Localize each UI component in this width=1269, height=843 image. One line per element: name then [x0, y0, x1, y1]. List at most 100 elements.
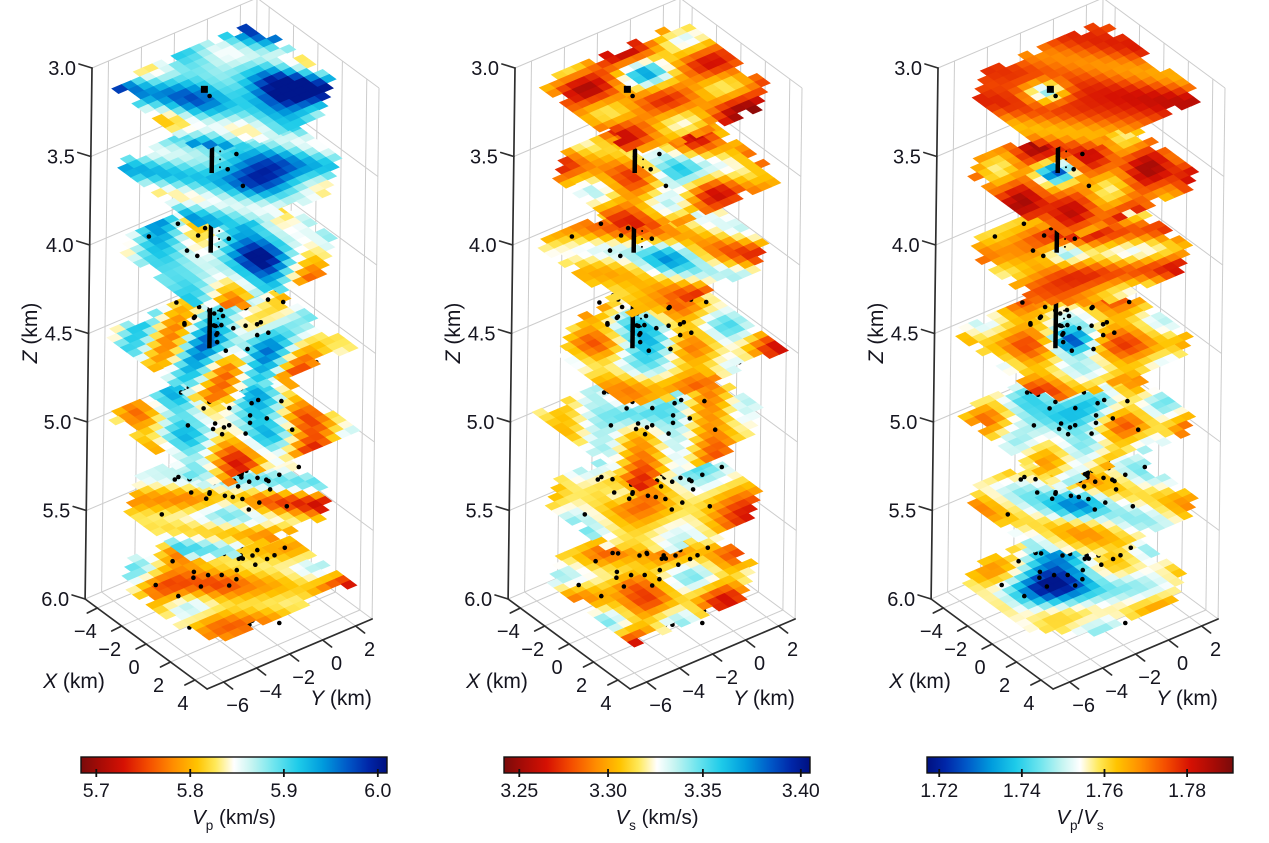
event-dot	[282, 545, 288, 551]
event-dot	[203, 496, 209, 502]
colorbar-tick-label: 3.35	[684, 780, 722, 802]
event-dot	[1057, 323, 1062, 328]
event-dot	[1053, 308, 1058, 313]
event-dot	[184, 248, 190, 253]
wellhead-marker	[623, 85, 631, 93]
z-tick-label: 3.0	[471, 58, 499, 80]
wellhead-marker	[200, 85, 208, 93]
event-dot	[264, 477, 269, 483]
depth-slice-4.5	[955, 275, 1195, 402]
event-dot	[227, 405, 232, 411]
event-dot	[605, 320, 610, 326]
borehole-dot	[1065, 150, 1068, 153]
event-dot	[677, 322, 683, 327]
z-tick-label: 3.5	[893, 147, 921, 169]
event-dot	[1068, 493, 1074, 499]
event-dot	[153, 582, 158, 588]
event-dot	[615, 314, 621, 320]
event-dot	[1081, 484, 1087, 489]
y-tick-label: −2	[715, 667, 738, 689]
event-dot	[231, 325, 236, 331]
borehole-dot	[217, 309, 220, 312]
svg-text:Z (km): Z (km)	[19, 303, 42, 365]
colorbar-tick-label: 3.25	[500, 780, 538, 802]
event-dot	[234, 576, 239, 582]
event-dot	[236, 556, 242, 562]
y-tick-label: 2	[787, 639, 798, 661]
y-tick-label: 0	[331, 653, 342, 675]
event-dot	[1033, 476, 1038, 482]
colorbar-tick-label: 1.76	[1086, 780, 1124, 802]
event-dot	[1065, 572, 1070, 578]
event-dot	[695, 553, 700, 558]
event-dot	[670, 420, 676, 426]
event-dot	[1095, 400, 1100, 406]
event-dot	[207, 490, 212, 495]
event-dot	[598, 221, 604, 227]
z-axis-label: Z (km)	[19, 303, 42, 365]
colorbar-title: Vs (km/s)	[615, 806, 698, 833]
z-tick-label: 3.5	[47, 147, 75, 169]
event-dot	[1047, 406, 1052, 411]
event-dot	[1022, 474, 1027, 480]
event-dot	[676, 562, 681, 567]
event-dot	[254, 547, 260, 553]
x-tick-label: 0	[552, 657, 563, 679]
event-dot	[245, 346, 250, 352]
event-dot	[621, 584, 627, 589]
colorbar-bar	[80, 756, 388, 774]
x-tick-label: −4	[74, 621, 97, 643]
event-dot	[595, 477, 601, 482]
borehole-dot	[641, 166, 644, 169]
z-tick-label: 4.0	[892, 235, 920, 257]
event-dot	[681, 320, 687, 325]
event-dot	[240, 556, 246, 561]
event-dot	[625, 225, 631, 231]
event-dot	[597, 300, 602, 305]
event-dot	[1031, 423, 1037, 428]
y-tick-label: 2	[1210, 639, 1221, 661]
event-dot	[198, 584, 204, 589]
x-tick-label: 4	[1023, 693, 1034, 715]
borehole-dot	[640, 245, 643, 248]
event-dot	[634, 323, 639, 328]
borehole-dot	[1064, 237, 1067, 240]
borehole-dot	[642, 158, 645, 161]
event-dot	[1086, 556, 1092, 561]
event-dot	[1053, 399, 1058, 405]
event-dot	[1072, 583, 1078, 588]
depth-slice-3.55	[967, 115, 1200, 238]
event-dot	[1037, 569, 1043, 575]
event-dot	[687, 556, 693, 562]
event-dot	[207, 93, 212, 99]
event-dot	[214, 332, 219, 338]
event-dot	[1101, 475, 1106, 481]
event-dot	[599, 593, 604, 599]
event-dot	[230, 494, 236, 500]
depth-slice-4.95	[108, 359, 361, 490]
event-dot	[277, 620, 282, 626]
event-dot	[1065, 322, 1070, 328]
event-dot	[1041, 253, 1046, 259]
event-dot	[1089, 323, 1094, 329]
event-dot	[1024, 390, 1030, 395]
depth-slice-3.1	[538, 23, 771, 154]
x-tick-label: −2	[98, 639, 121, 661]
event-dot	[1065, 431, 1071, 437]
event-dot	[182, 320, 187, 326]
event-dot	[657, 567, 663, 573]
z-tick-label: 3.0	[894, 58, 922, 80]
event-dot	[176, 593, 181, 599]
event-dot	[249, 400, 254, 406]
event-dot	[705, 545, 711, 551]
event-dot	[264, 416, 270, 421]
event-dot	[1082, 556, 1088, 562]
event-dot	[673, 553, 678, 558]
z-tick-label: 5.0	[467, 412, 495, 434]
event-dot	[626, 496, 632, 502]
event-dot	[1030, 248, 1036, 253]
event-dot	[624, 406, 629, 411]
x-axis-label: X (km)	[42, 670, 105, 693]
event-dot	[1077, 325, 1082, 331]
